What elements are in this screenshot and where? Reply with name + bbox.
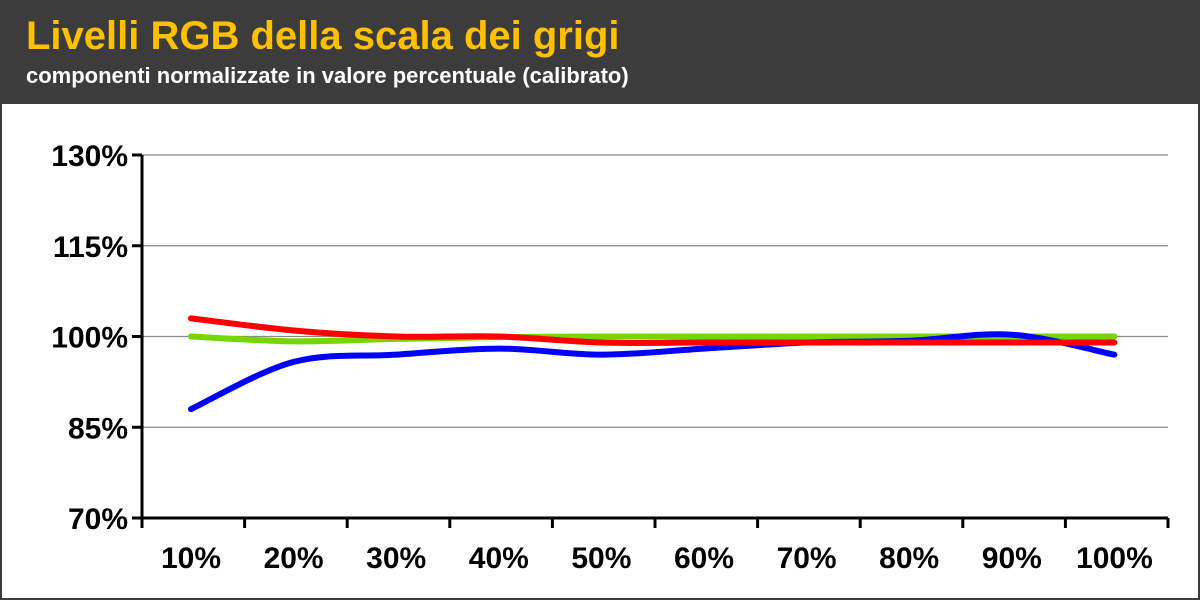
x-tick-label: 80% [879, 542, 939, 575]
line-chart: 70% 85% 100% 115% 130% 10% 20% 30% 40% 50% 60% 70% 8… [51, 140, 1170, 575]
chart-panel: 70% 85% 100% 115% 130% 10% 20% 30% 40% 50% 60% 70% 8… [2, 104, 1198, 598]
y-tick-label: 70% [68, 503, 128, 536]
x-tick-label: 30% [366, 542, 426, 575]
x-tick-label: 100% [1076, 542, 1153, 575]
y-tick-label: 130% [51, 140, 128, 173]
x-tick-label: 10% [161, 542, 221, 575]
x-tick-label: 90% [982, 542, 1042, 575]
y-tick-label: 115% [53, 231, 128, 264]
chart-subtitle: componenti normalizzate in valore percen… [26, 63, 629, 88]
x-tick-label: 40% [469, 542, 529, 575]
chart-title: Livelli RGB della scala dei grigi [26, 14, 620, 58]
y-tick-label: 100% [51, 322, 128, 355]
chart-header: Livelli RGB della scala dei grigi compon… [0, 0, 1200, 104]
x-tick-label: 60% [674, 542, 734, 575]
x-tick-label: 70% [777, 542, 837, 575]
x-tick-label: 20% [264, 542, 324, 575]
y-tick-label: 85% [68, 412, 128, 445]
series-line-red [188, 315, 1118, 346]
x-tick-label: 50% [571, 542, 631, 575]
series-line-blue [188, 331, 1118, 413]
